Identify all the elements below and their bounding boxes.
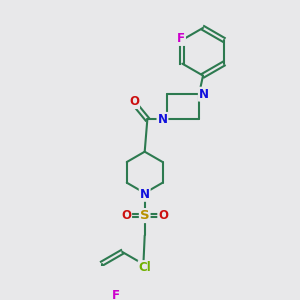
Text: O: O	[158, 209, 168, 222]
Text: N: N	[158, 113, 167, 126]
Text: N: N	[140, 188, 150, 201]
Text: F: F	[177, 32, 185, 45]
Text: O: O	[129, 95, 139, 108]
Text: S: S	[140, 209, 149, 222]
Text: F: F	[112, 290, 119, 300]
Text: N: N	[199, 88, 209, 101]
Text: Cl: Cl	[139, 261, 152, 274]
Text: O: O	[121, 209, 131, 222]
